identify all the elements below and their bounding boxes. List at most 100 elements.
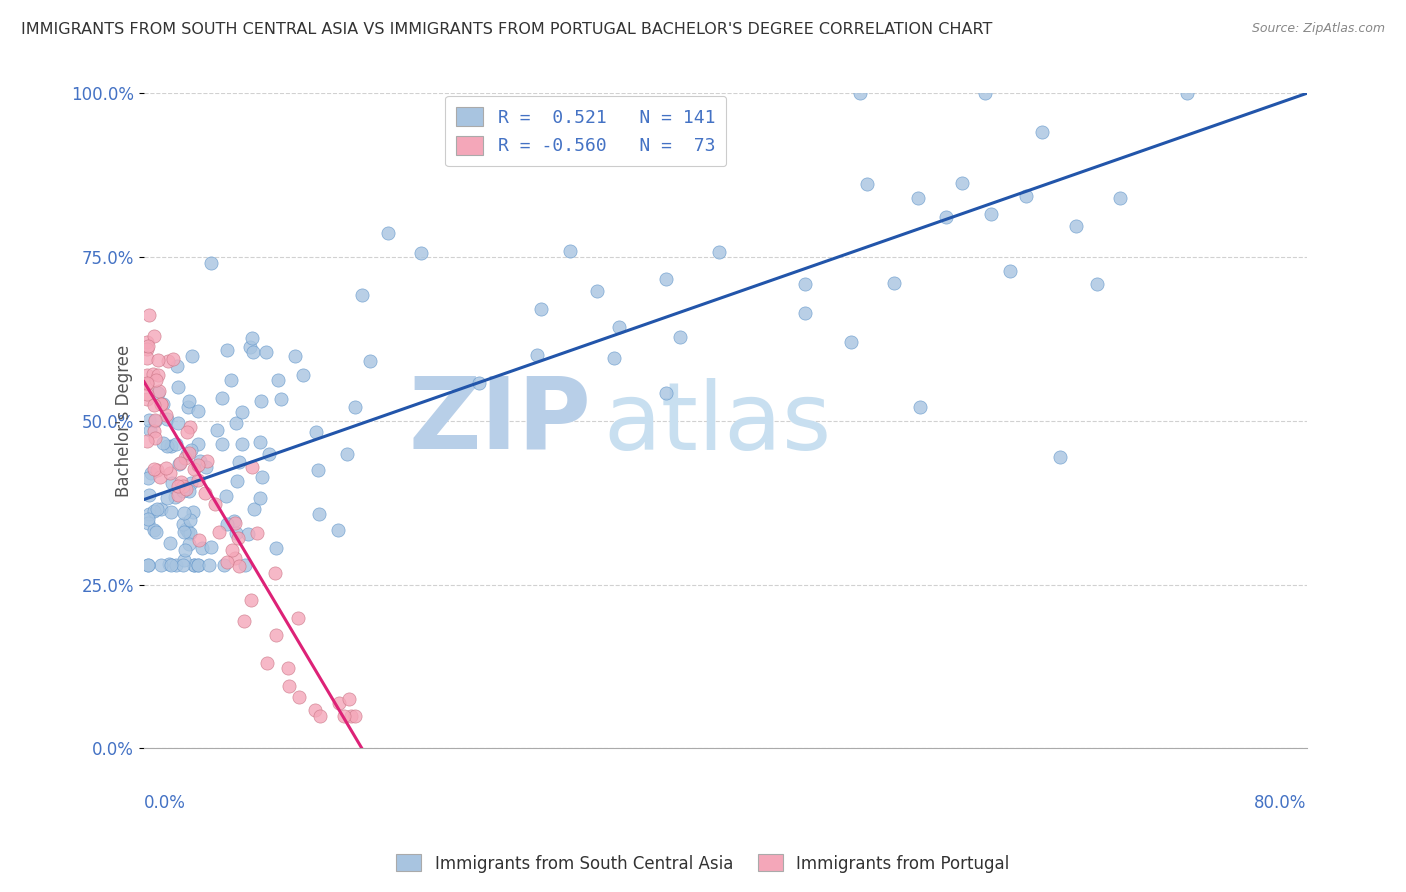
Point <box>173 524 195 539</box>
Point <box>156 412 179 426</box>
Point <box>343 401 366 415</box>
Point <box>205 424 228 438</box>
Point <box>173 553 195 567</box>
Point <box>526 348 548 362</box>
Point <box>208 525 231 540</box>
Point <box>1015 189 1038 203</box>
Point <box>172 558 194 572</box>
Point <box>240 593 263 607</box>
Point <box>246 525 269 540</box>
Point <box>288 690 311 704</box>
Point <box>340 708 363 723</box>
Point <box>307 463 329 477</box>
Point <box>136 558 159 572</box>
Point <box>188 454 211 468</box>
Point <box>198 558 221 572</box>
Point <box>174 522 197 536</box>
Point <box>328 523 350 537</box>
Point <box>135 342 157 356</box>
Point <box>304 703 326 717</box>
Point <box>160 439 183 453</box>
Point <box>179 419 201 434</box>
Point <box>157 558 180 572</box>
Point <box>332 708 354 723</box>
Point <box>165 558 187 572</box>
Point <box>980 207 1002 221</box>
Point <box>950 176 973 190</box>
Point <box>224 551 246 566</box>
Point <box>529 301 551 316</box>
Legend: Immigrants from South Central Asia, Immigrants from Portugal: Immigrants from South Central Asia, Immi… <box>389 847 1017 880</box>
Point <box>159 536 181 550</box>
Point <box>309 708 332 723</box>
Point <box>136 558 159 572</box>
Text: atlas: atlas <box>603 378 831 470</box>
Point <box>287 611 309 625</box>
Point <box>224 516 246 530</box>
Legend: R =  0.521   N = 141, R = -0.560   N =  73: R = 0.521 N = 141, R = -0.560 N = 73 <box>446 95 725 166</box>
Point <box>142 367 165 381</box>
Point <box>328 697 350 711</box>
Point <box>350 288 373 302</box>
Point <box>135 387 157 401</box>
Point <box>143 414 166 428</box>
Point <box>166 416 188 430</box>
Point <box>215 343 238 358</box>
Point <box>254 345 277 359</box>
Point <box>226 531 249 545</box>
Point <box>411 245 433 260</box>
Point <box>145 373 167 387</box>
Point <box>233 614 256 628</box>
Point <box>152 435 174 450</box>
Point <box>146 368 169 382</box>
Point <box>187 404 209 418</box>
Point <box>159 505 181 519</box>
Point <box>172 517 194 532</box>
Point <box>252 469 274 483</box>
Point <box>172 484 194 499</box>
Point <box>166 379 188 393</box>
Point <box>211 437 233 451</box>
Point <box>1064 219 1087 233</box>
Point <box>165 437 187 451</box>
Point <box>249 491 271 505</box>
Point <box>1085 277 1108 292</box>
Point <box>187 558 209 572</box>
Point <box>136 339 159 353</box>
Point <box>848 87 870 101</box>
Y-axis label: Bachelor's Degree: Bachelor's Degree <box>115 345 132 497</box>
Point <box>169 456 191 470</box>
Point <box>204 497 226 511</box>
Point <box>187 458 209 473</box>
Point <box>231 405 253 419</box>
Point <box>138 308 160 322</box>
Point <box>180 475 202 490</box>
Point <box>270 392 292 406</box>
Point <box>143 503 166 517</box>
Text: IMMIGRANTS FROM SOUTH CENTRAL ASIA VS IMMIGRANTS FROM PORTUGAL BACHELOR'S DEGREE: IMMIGRANTS FROM SOUTH CENTRAL ASIA VS IM… <box>21 22 993 37</box>
Point <box>136 512 159 526</box>
Point <box>228 559 250 574</box>
Point <box>222 514 245 528</box>
Point <box>143 524 166 538</box>
Point <box>343 708 366 723</box>
Point <box>136 516 159 531</box>
Point <box>166 478 188 492</box>
Point <box>150 502 173 516</box>
Point <box>173 507 195 521</box>
Point <box>174 450 197 465</box>
Point <box>149 558 172 572</box>
Point <box>194 460 217 475</box>
Point <box>225 417 247 431</box>
Point <box>180 443 202 458</box>
Point <box>183 462 205 476</box>
Point <box>709 244 731 259</box>
Point <box>187 473 209 487</box>
Point <box>143 328 166 343</box>
Point <box>211 391 233 405</box>
Point <box>172 478 194 492</box>
Point <box>200 540 222 554</box>
Point <box>135 351 157 365</box>
Point <box>156 439 179 453</box>
Point <box>1049 450 1071 464</box>
